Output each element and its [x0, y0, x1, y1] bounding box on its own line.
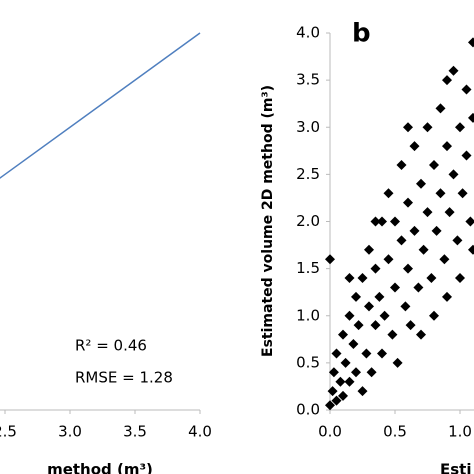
point	[435, 103, 446, 114]
x-tick-label: 3.0	[58, 423, 82, 441]
point	[431, 225, 442, 236]
point	[338, 390, 348, 401]
point	[409, 225, 420, 236]
point	[403, 263, 413, 274]
y-tick-label: 0.5	[296, 353, 320, 371]
point	[344, 273, 355, 284]
point	[392, 357, 403, 368]
point	[357, 273, 368, 284]
point	[344, 310, 355, 321]
point	[370, 320, 381, 331]
point	[338, 329, 348, 340]
point	[442, 291, 452, 302]
x-tick-label: 3.5	[123, 423, 147, 441]
point	[444, 207, 455, 218]
y-tick-label: 2.0	[296, 212, 320, 230]
y-tick-label: 4.0	[296, 24, 320, 42]
point	[429, 310, 439, 321]
point	[457, 188, 468, 199]
point	[377, 216, 387, 227]
point	[405, 320, 416, 331]
point	[325, 400, 335, 411]
point	[455, 122, 465, 133]
point	[435, 188, 446, 199]
x-tick-label: 4.0	[188, 423, 212, 441]
point	[370, 216, 381, 227]
point	[416, 329, 426, 340]
x-tick-label: 0.0	[318, 423, 342, 441]
point	[468, 244, 474, 255]
point	[335, 376, 346, 387]
point	[409, 141, 420, 152]
point	[396, 235, 407, 246]
point	[387, 329, 398, 340]
x-tick-label: 1.0	[448, 423, 472, 441]
point	[400, 301, 411, 312]
point	[364, 244, 374, 255]
x-tick-label: 2.5	[0, 423, 17, 441]
point	[468, 112, 474, 123]
point	[396, 159, 407, 170]
point	[422, 122, 433, 133]
x-axis-label: Esti	[440, 461, 472, 474]
point	[344, 376, 355, 387]
point	[442, 141, 452, 152]
y-tick-label: 2.5	[296, 165, 320, 183]
point	[403, 197, 413, 208]
point	[383, 254, 394, 265]
y-tick-label: 1.5	[296, 259, 320, 277]
y-tick-label: 0.0	[296, 401, 320, 419]
panel-label: b	[352, 19, 371, 49]
point	[403, 122, 413, 133]
point	[325, 254, 335, 265]
y-tick-label: 3.0	[296, 118, 320, 136]
point	[327, 386, 338, 397]
point	[418, 244, 429, 255]
point	[461, 150, 472, 161]
point	[377, 348, 387, 359]
point	[374, 291, 385, 302]
point	[429, 159, 439, 170]
point	[442, 75, 452, 86]
y-axis-label: Estimated volume 2D method (m³)	[260, 85, 276, 357]
point	[452, 235, 463, 246]
point	[416, 178, 426, 189]
point	[383, 188, 394, 199]
point	[461, 84, 472, 95]
point	[328, 367, 339, 378]
point	[348, 339, 359, 350]
point	[351, 291, 361, 302]
point	[426, 273, 437, 284]
point	[331, 395, 342, 406]
point	[379, 310, 390, 321]
point	[448, 169, 459, 180]
line	[0, 32, 201, 179]
point	[353, 320, 364, 331]
annotation: R² = 0.46	[75, 337, 147, 355]
point	[448, 65, 459, 76]
point	[357, 386, 368, 397]
point	[340, 357, 351, 368]
point	[364, 301, 374, 312]
point	[422, 207, 433, 218]
point	[439, 254, 450, 265]
point	[370, 263, 381, 274]
y-tick-label: 1.0	[296, 306, 320, 324]
x-axis-label: method (m³)	[47, 461, 153, 474]
point	[351, 367, 361, 378]
point	[455, 273, 465, 284]
point	[331, 348, 342, 359]
point	[468, 37, 474, 48]
point	[366, 367, 377, 378]
point	[390, 282, 400, 293]
point	[361, 348, 372, 359]
y-tick-label: 3.5	[296, 71, 320, 89]
x-tick-label: 0.5	[383, 423, 407, 441]
point	[413, 282, 424, 293]
point	[465, 216, 474, 227]
point	[390, 216, 400, 227]
annotation: RMSE = 1.28	[75, 369, 173, 387]
